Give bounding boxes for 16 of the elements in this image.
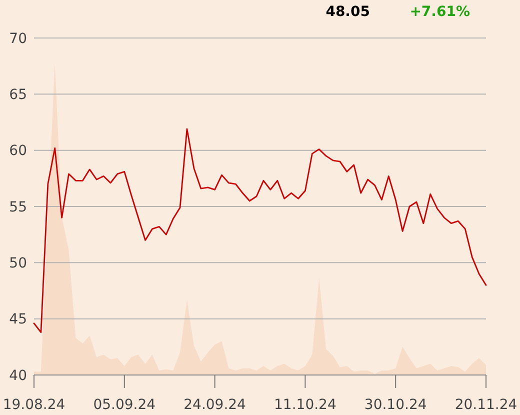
y-tick-label: 55 (9, 199, 27, 216)
x-tick-label: 24.09.24 (184, 397, 246, 413)
text: +7.61% (410, 4, 470, 20)
y-tick-label: 65 (9, 87, 27, 104)
y-tick-label: 60 (9, 143, 27, 160)
x-tick-label: 05.09.24 (93, 397, 156, 413)
x-tick-label: 19.08.24 (2, 397, 66, 413)
x-tick-label: 30.10.24 (364, 397, 427, 413)
x-tick-label: 20.11.24 (454, 397, 518, 413)
y-tick-label: 50 (9, 256, 27, 272)
y-tick-label: 40 (9, 368, 27, 384)
y-tick-label: 70 (9, 30, 27, 47)
x-tick-label: 11.10.24 (274, 397, 336, 413)
text: 48.05 (326, 4, 370, 20)
y-tick-label: 45 (9, 312, 27, 328)
line-series (33, 128, 487, 334)
